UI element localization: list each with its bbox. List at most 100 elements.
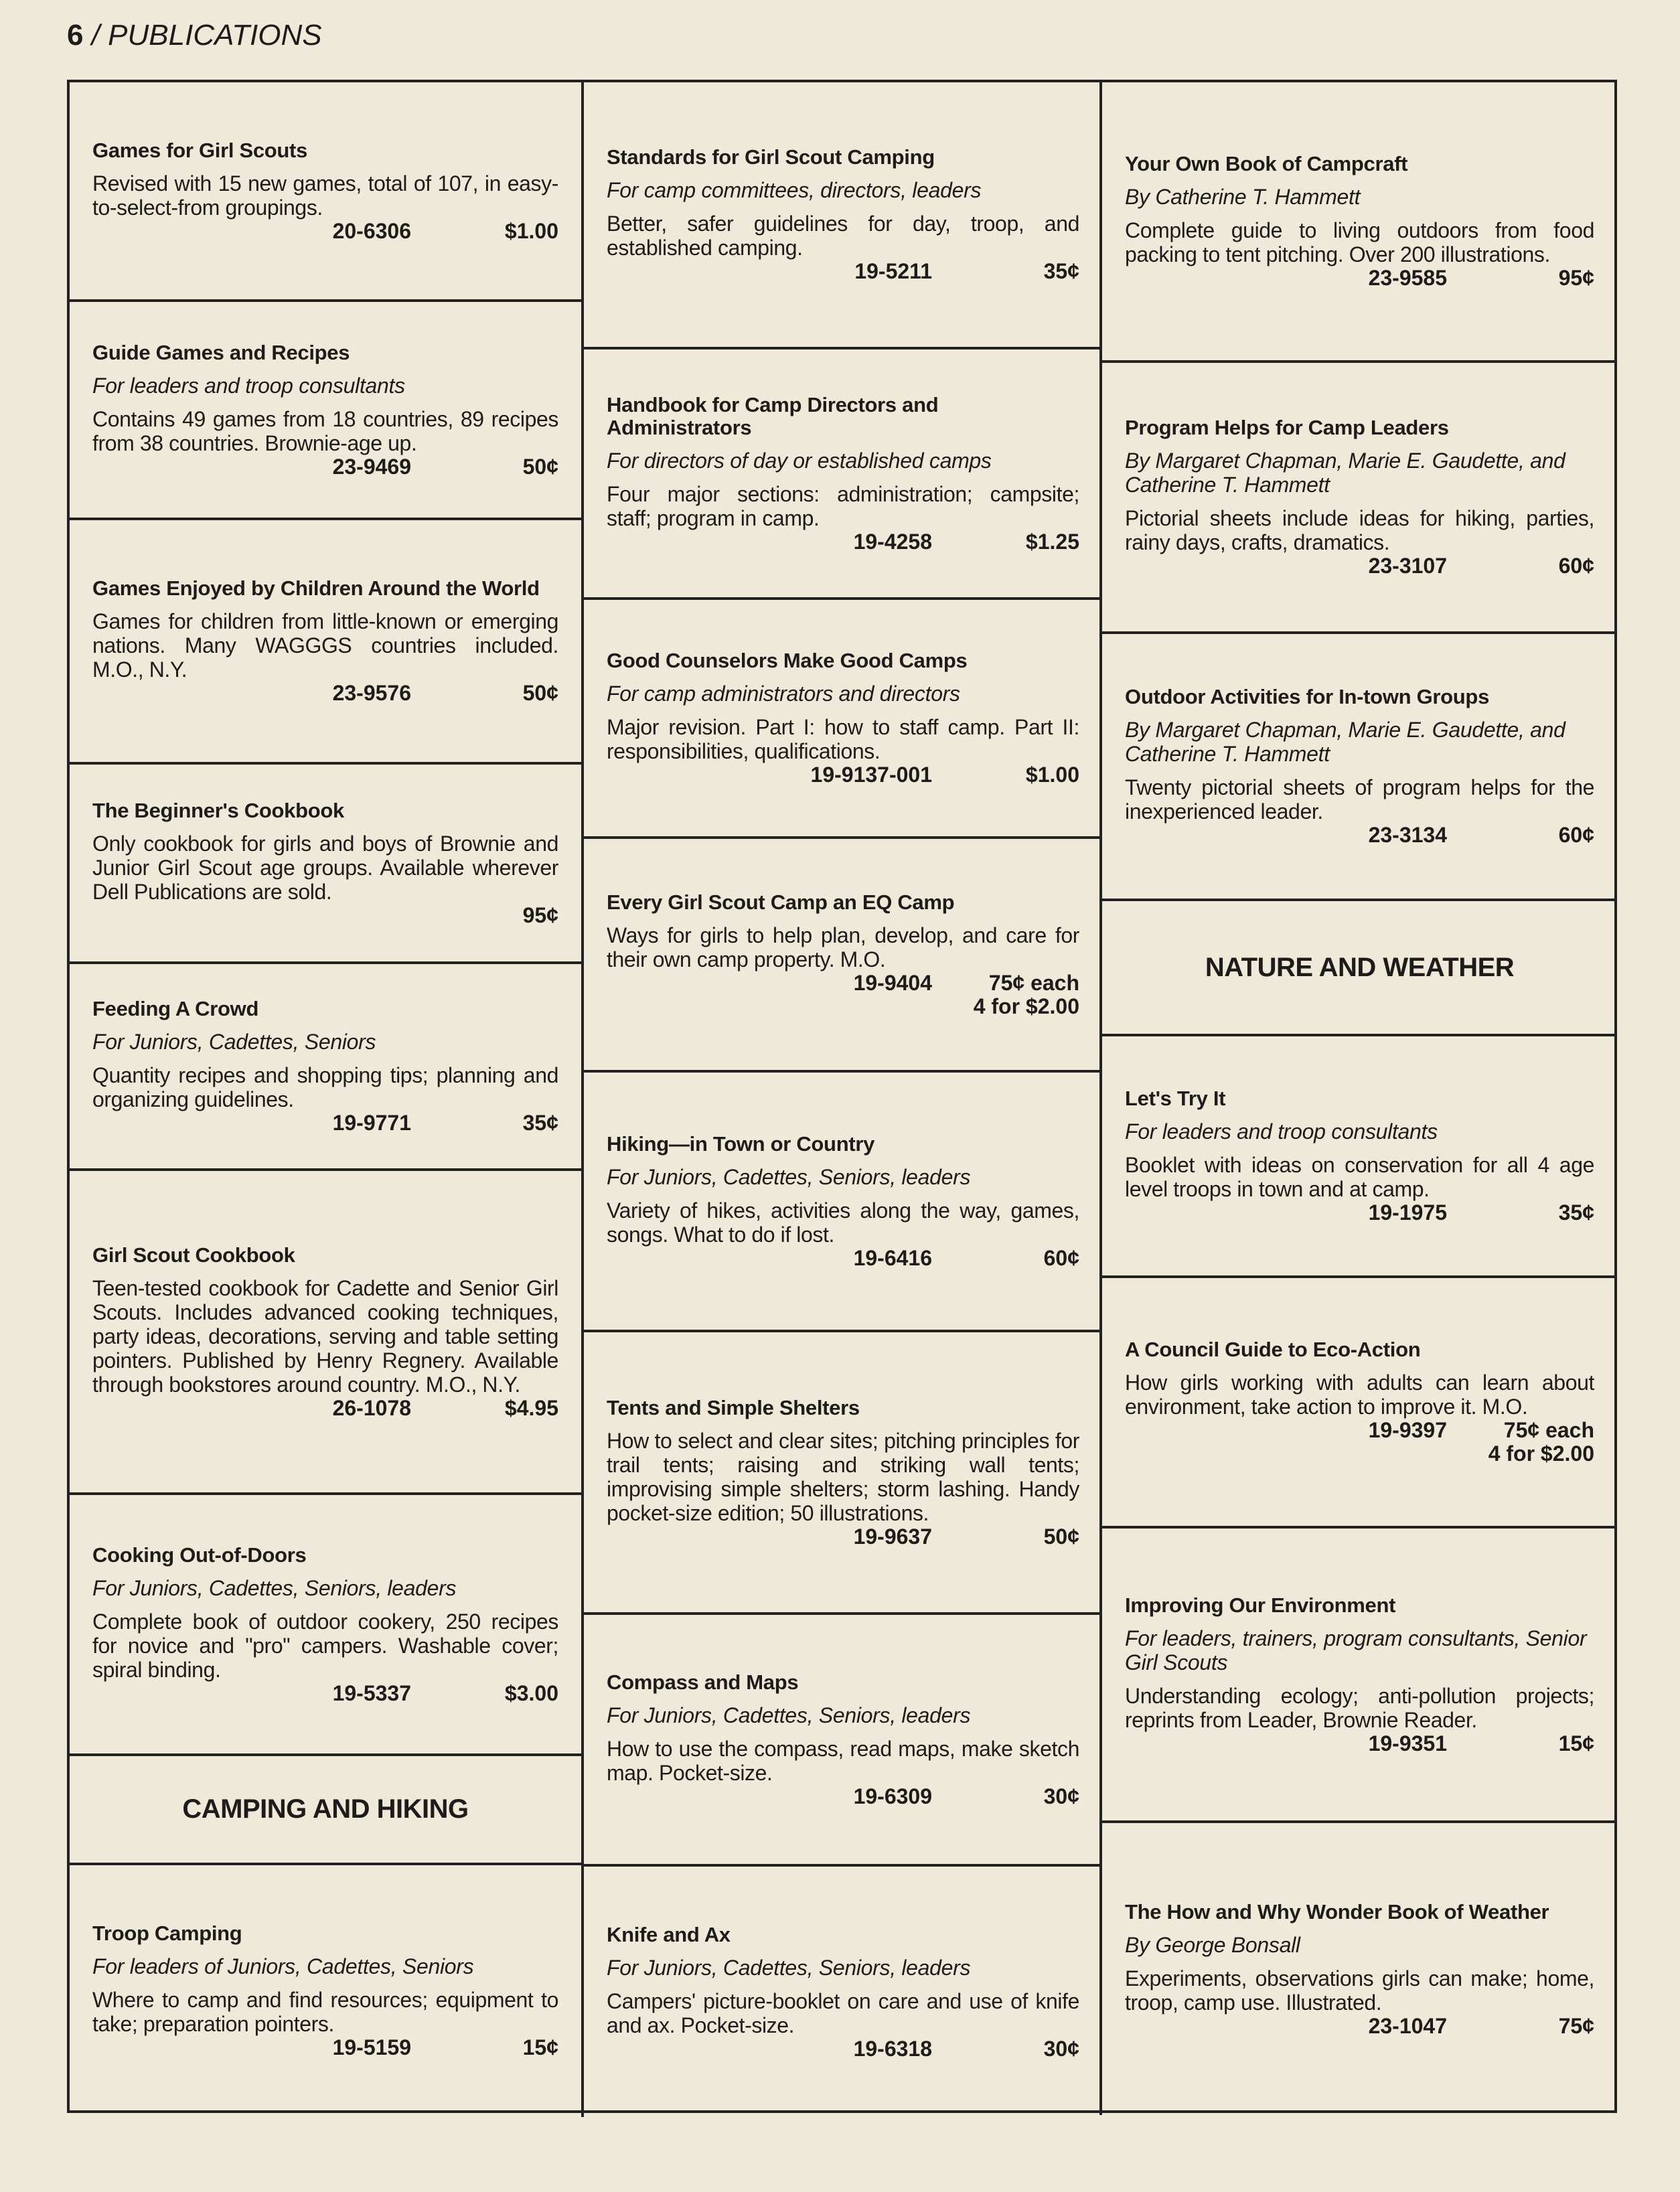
publication-description: Major revision. Part I: how to staff cam… — [607, 715, 1079, 763]
publication-title: Tents and Simple Shelters — [607, 1395, 860, 1419]
publication-audience: For Juniors, Cadettes, Seniors — [92, 1030, 376, 1054]
publication-title: Guide Games and Recipes — [92, 340, 350, 364]
publications-grid: Games for Girl Scouts Revised with 15 new… — [67, 80, 1617, 2117]
price: $3.00 — [504, 1680, 558, 1705]
publication-title: Let's Try It — [1125, 1087, 1226, 1110]
publication-description: Games for children from little-known or … — [92, 609, 558, 682]
page-number: 6 — [67, 19, 84, 52]
publication-entry: Feeding A Crowd For Juniors, Cadettes, Se… — [70, 964, 581, 1171]
publication-description: Understanding ecology; anti-pollution pr… — [1125, 1683, 1594, 1732]
publication-entry: Tents and Simple Shelters How to select a… — [584, 1332, 1102, 1615]
order-code: 19-6318 — [853, 2036, 932, 2061]
publication-title: Girl Scout Cookbook — [92, 1243, 295, 1267]
price: $1.00 — [504, 218, 558, 243]
publication-title: The How and Why Wonder Book of Weather — [1125, 1899, 1549, 1924]
publication-description: Complete book of outdoor cookery, 250 re… — [92, 1609, 558, 1682]
publication-title: The Beginner's Cookbook — [92, 798, 344, 822]
price: 75¢ each 4 for $2.00 — [973, 970, 1079, 1018]
order-code: 23-3134 — [1368, 823, 1447, 847]
publication-entry: Good Counselors Make Good Camps For camp … — [584, 600, 1102, 839]
publication-entry: Program Helps for Camp Leaders By Margare… — [1102, 363, 1617, 634]
publication-entry: Compass and Maps For Juniors, Cadettes, S… — [584, 1615, 1102, 1867]
order-code: 19-9351 — [1368, 1731, 1447, 1755]
publication-entry: Games for Girl Scouts Revised with 15 new… — [70, 82, 581, 302]
publication-entry: Troop Camping For leaders of Juniors, Cad… — [70, 1865, 581, 2116]
publication-entry: Every Girl Scout Camp an EQ Camp Ways for… — [584, 839, 1102, 1073]
publication-description: How girls working with adults can learn … — [1125, 1371, 1594, 1419]
price: 95¢ — [522, 903, 558, 927]
order-info: 19-9137-001 $1.00 — [607, 763, 1079, 787]
order-code: 26-1078 — [332, 1395, 411, 1420]
price: 35¢ — [522, 1111, 558, 1135]
price: 50¢ — [522, 681, 558, 705]
publication-entry: Cooking Out-of-Doors For Juniors, Cadette… — [70, 1495, 581, 1756]
publication-description: Only cookbook for girls and boys of Brow… — [92, 831, 558, 904]
publication-description: Quantity recipes and shopping tips; plan… — [92, 1063, 558, 1111]
publication-title: Outdoor Activities for In-town Groups — [1125, 685, 1490, 708]
publication-audience: For leaders of Juniors, Cadettes, Senior… — [92, 1954, 474, 1978]
publication-entry: Games Enjoyed by Children Around the Wor… — [70, 520, 581, 765]
order-info: 20-6306 $1.00 — [92, 218, 558, 243]
publication-title: Games Enjoyed by Children Around the Wor… — [92, 576, 540, 600]
order-code: 19-6309 — [853, 1784, 932, 1808]
order-info: 19-6318 30¢ — [607, 2037, 1079, 2061]
order-code: 19-9397 — [1368, 1418, 1447, 1442]
section-title: / PUBLICATIONS — [83, 19, 322, 52]
publication-description: Twenty pictorial sheets of program helps… — [1125, 775, 1594, 824]
column-2: Standards for Girl Scout Camping For camp… — [581, 82, 1102, 2117]
order-code: 20-6306 — [332, 218, 411, 243]
publication-audience: For Juniors, Cadettes, Seniors, leaders — [607, 1955, 971, 1980]
publication-description: Ways for girls to help plan, develop, an… — [607, 923, 1079, 971]
section-heading-box: NATURE AND WEATHER — [1102, 901, 1617, 1036]
order-code: 19-9637 — [853, 1524, 932, 1549]
publication-title: Every Girl Scout Camp an EQ Camp — [607, 890, 955, 914]
publication-title: Handbook for Camp Directors and Administ… — [607, 392, 939, 439]
publication-title: Knife and Ax — [607, 1922, 731, 1946]
publication-title: Improving Our Environment — [1125, 1593, 1396, 1617]
publication-title: Compass and Maps — [607, 1670, 799, 1694]
publication-description: Complete guide to living outdoors from f… — [1125, 218, 1594, 266]
order-code: 19-5159 — [332, 2035, 411, 2059]
publication-audience: By George Bonsall — [1125, 1932, 1300, 1957]
publication-title: Games for Girl Scouts — [92, 138, 308, 162]
order-code: 23-9585 — [1368, 266, 1447, 290]
price: 15¢ — [522, 2035, 558, 2059]
price: 75¢ each 4 for $2.00 — [1488, 1418, 1594, 1466]
price: 60¢ — [1558, 823, 1594, 847]
price: 50¢ — [522, 454, 558, 479]
order-info: 19-5211 35¢ — [607, 260, 1079, 283]
column-1: Games for Girl Scouts Revised with 15 new… — [70, 82, 581, 2116]
publication-description: Teen-tested cookbook for Cadette and Sen… — [92, 1275, 558, 1397]
publication-audience: For camp administrators and directors — [607, 682, 960, 706]
price: 60¢ — [1043, 1245, 1079, 1270]
order-info: 19-6416 60¢ — [607, 1245, 1079, 1270]
order-info: 95¢ — [92, 903, 558, 927]
publication-title: Your Own Book of Campcraft — [1125, 152, 1408, 175]
order-code: 19-9404 — [853, 970, 932, 995]
publication-audience: For leaders and troop consultants — [1125, 1119, 1438, 1144]
order-info: 19-6309 30¢ — [607, 1784, 1079, 1808]
order-info: 19-4258 $1.25 — [607, 530, 1079, 554]
price: $1.25 — [1025, 529, 1079, 554]
order-info: 23-3134 60¢ — [1125, 824, 1594, 847]
price: $1.00 — [1025, 763, 1079, 787]
order-info: 26-1078 $4.95 — [92, 1395, 558, 1420]
price: 30¢ — [1043, 1784, 1079, 1808]
order-info: 23-9585 95¢ — [1125, 266, 1594, 290]
order-info: 19-9637 50¢ — [607, 1524, 1079, 1549]
section-heading: NATURE AND WEATHER — [1205, 952, 1515, 982]
order-info: 19-9404 75¢ each 4 for $2.00 — [607, 971, 1079, 1018]
publication-description: Revised with 15 new games, total of 107,… — [92, 171, 558, 220]
publication-entry: Let's Try It For leaders and troop consul… — [1102, 1036, 1617, 1278]
order-code: 19-5337 — [332, 1680, 411, 1705]
column-3: Your Own Book of Campcraft By Catherine T… — [1099, 82, 1617, 2115]
publication-title: Standards for Girl Scout Camping — [607, 145, 935, 169]
order-info: 19-5159 15¢ — [92, 2035, 558, 2059]
publication-description: Pictorial sheets include ideas for hikin… — [1125, 506, 1594, 554]
order-code: 19-5211 — [854, 259, 932, 283]
publication-entry: Your Own Book of Campcraft By Catherine T… — [1102, 82, 1617, 363]
price: 35¢ — [1558, 1200, 1594, 1225]
publication-title: Good Counselors Make Good Camps — [607, 649, 968, 672]
publication-audience: For Juniors, Cadettes, Seniors, leaders — [92, 1575, 457, 1600]
publication-entry: Handbook for Camp Directors and Administ… — [584, 349, 1102, 600]
